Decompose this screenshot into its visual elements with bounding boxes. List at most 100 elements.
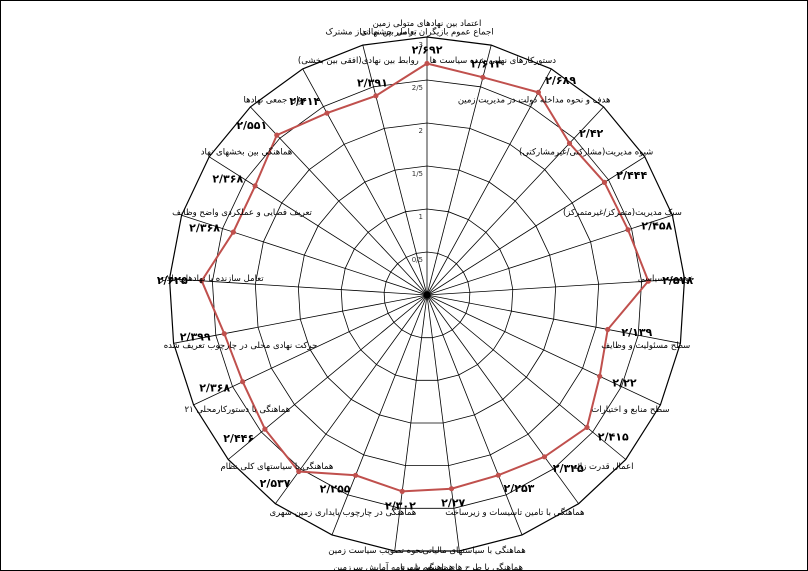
value-label: ۲/۱۳۹ <box>621 326 652 339</box>
spoke-19 <box>169 278 428 296</box>
value-label: ۲/۶۲۵ <box>157 274 188 287</box>
spoke-11 <box>426 294 523 536</box>
value-label: ۲/۴۱۴ <box>289 95 320 108</box>
spoke-16 <box>227 294 428 460</box>
data-point <box>605 326 611 333</box>
grid-ring-6 <box>168 36 686 552</box>
axis-tick-label: 2/5 <box>412 84 423 92</box>
value-label: ۲/۴۵۸ <box>641 219 672 232</box>
value-label: ۲/۴۲ <box>579 127 603 140</box>
data-point <box>448 486 455 492</box>
data-point <box>262 426 268 432</box>
value-label: ۲/۳۹۱ <box>357 76 388 89</box>
data-point <box>296 468 302 475</box>
value-label: ۲/۵۵۱ <box>236 119 267 132</box>
category-label: هماهنگی بین بخشهای نهاد <box>201 146 293 157</box>
value-label: ۲/۴۴۴ <box>616 169 647 182</box>
value-label: ۲/۲۵۵ <box>320 482 351 495</box>
data-point <box>230 229 236 235</box>
spoke-24 <box>362 45 428 296</box>
spoke-4 <box>426 156 646 296</box>
center-dot <box>423 291 431 299</box>
grid-layer <box>168 36 686 552</box>
spoke-3 <box>426 106 604 296</box>
category-label: هماهنگی با تامین تاسیسات و زیرساخت <box>445 507 584 518</box>
spoke-1 <box>426 45 492 296</box>
axis-tick-label: 1 <box>419 213 423 221</box>
category-label: سطح منابع و اختیارات <box>591 405 669 415</box>
value-label: ۲/۵۳۷ <box>260 477 291 490</box>
data-point <box>597 373 603 379</box>
data-point <box>645 278 651 284</box>
tick-labels: 0/5 1 1/5 2 2/5 3 <box>412 41 423 264</box>
data-point <box>584 424 590 430</box>
category-label: سبک مدیریت(متمرکز/غیرمتمرکز) <box>563 208 682 218</box>
data-point <box>324 110 330 116</box>
category-label: هدف و نحوه مداخله دولت در مدیریت زمین <box>458 96 611 106</box>
category-label: خواست سیاسی <box>638 274 695 284</box>
value-label: ۲/۶۹۲ <box>412 44 443 57</box>
data-point <box>252 183 258 189</box>
category-label: توان جمعی نهادها <box>244 96 306 106</box>
spoke-14 <box>331 294 428 536</box>
grid-ring-1 <box>383 251 471 339</box>
spoke-23 <box>302 68 428 296</box>
spoke-15 <box>275 294 428 504</box>
category-label: روابط بین نهادی(افقی بین بخشی) <box>298 56 419 66</box>
category-label: شیوه مدیریت(مشارکتی/غیرمشارکتی) <box>519 147 653 157</box>
category-label: نحوه تصویب سیاست زمین <box>328 546 423 556</box>
value-label: ۲/۲۵۳ <box>504 482 535 495</box>
category-label: هماهنگی با سیاستهای کلی نظام <box>221 461 334 472</box>
data-point <box>535 89 542 95</box>
value-label: ۲/۵۷۸ <box>662 274 693 287</box>
axis-tick-label: 1/5 <box>412 170 423 178</box>
data-point <box>399 488 405 494</box>
value-label: ۲/۳۶۸ <box>189 222 220 235</box>
spoke-2 <box>426 68 552 296</box>
data-point <box>373 93 379 99</box>
spoke-5 <box>426 214 673 296</box>
data-point <box>480 74 486 80</box>
value-label: ۲/۲۲ <box>612 376 636 389</box>
category-label: هماهنگی با سیاستهای مالیاتی <box>422 545 525 556</box>
value-label: ۲/۳۶۸ <box>199 382 230 395</box>
category-label: تعریف فضایی و عملکردی واضح وظایف <box>172 208 312 218</box>
spoke-18 <box>173 294 428 344</box>
data-point <box>541 454 548 460</box>
spoke-6 <box>426 278 685 296</box>
spoke-22 <box>250 106 428 296</box>
axis-tick-label: 3 <box>419 41 423 49</box>
value-label: ۲/۳۲۵ <box>553 462 584 475</box>
value-label: ۲/۴۴۶ <box>223 432 254 445</box>
value-label: ۲/۳۶۸ <box>212 172 243 185</box>
spoke-8 <box>426 294 661 406</box>
category-label: سطح مسئولیت و وظایف <box>601 341 690 351</box>
spoke-17 <box>193 294 428 406</box>
data-point <box>353 472 359 478</box>
category-label: هماهنگی با طرح های توسعه شهری <box>398 562 523 570</box>
value-label: ۲/۴۱۵ <box>598 430 629 443</box>
data-point <box>495 472 501 478</box>
category-label: اجماع عموم بازیگران بر سر چشم انداز مشتر… <box>325 26 493 37</box>
value-label: ۲/۲۷ <box>441 497 465 510</box>
category-label: دستورکارهای نهایی شده سیاست ها <box>430 56 557 66</box>
grid-ring-4 <box>254 122 600 467</box>
grid-ring-3 <box>297 165 557 424</box>
data-point <box>240 379 246 385</box>
data-point <box>274 132 280 138</box>
category-label: تعامل سازنده با نهادهای بالاتر <box>159 274 265 284</box>
category-label: هماهنگی با دستورکارمحلی ۲۱ <box>185 404 291 415</box>
series-line <box>200 62 650 493</box>
data-point <box>221 331 227 337</box>
series-layer <box>199 60 651 494</box>
data-point <box>424 60 430 67</box>
category-label: هماهنگی با برنامه آمایش سرزمین <box>333 561 453 570</box>
spoke-9 <box>426 294 627 460</box>
category-label: حرکت نهادی محلی در چارچوب تعریف شده <box>164 341 318 351</box>
spoke-21 <box>208 156 428 296</box>
spoke-20 <box>181 214 428 296</box>
value-labels: ۲/۶۹۲ ۲/۶۱۴ ۲/۶۸۹ ۲/۴۲ ۲/۴۴۴ ۲/۴۵۸ ۲/۵۷۸ ۲/۱۳۹ ۲… <box>157 44 694 513</box>
grid-ring-2 <box>340 208 514 381</box>
